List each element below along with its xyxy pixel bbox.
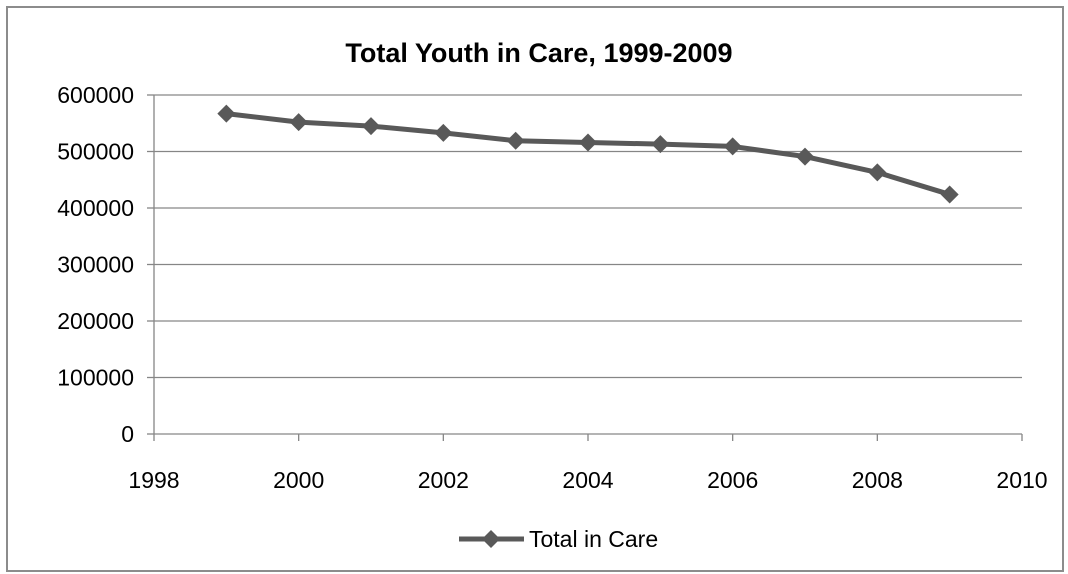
y-tick-label: 100000	[57, 365, 134, 391]
y-tick-label: 0	[121, 421, 134, 447]
data-point-marker	[868, 163, 887, 182]
chart-title: Total Youth in Care, 1999-2009	[345, 38, 732, 68]
data-point-marker	[217, 104, 236, 123]
data-point-marker	[434, 123, 453, 142]
axes	[147, 94, 1023, 441]
series-line	[226, 111, 951, 197]
data-point-marker	[289, 113, 308, 132]
x-tick-label: 2002	[418, 467, 469, 493]
chart-frame	[6, 6, 1064, 572]
x-tick-labels: 1998 2000 2002 2004 2006 2008 2010	[128, 467, 1047, 493]
legend: Total in Care	[459, 526, 658, 552]
data-point-marker	[362, 117, 380, 136]
x-tick-label: 1998	[128, 467, 179, 493]
y-tick-label: 400000	[57, 195, 134, 221]
data-point-marker	[651, 135, 670, 154]
legend-label: Total in Care	[529, 526, 658, 552]
series-total-in-care	[217, 104, 959, 204]
y-tick-label: 600000	[57, 82, 134, 108]
y-tick-label: 300000	[57, 252, 134, 278]
data-point-marker	[579, 133, 597, 152]
x-tick-label: 2008	[852, 467, 903, 493]
gridlines	[154, 94, 1022, 379]
data-point-marker	[796, 147, 814, 166]
x-tick-label: 2000	[273, 467, 324, 493]
x-tick-label: 2006	[707, 467, 758, 493]
y-tick-label: 500000	[57, 139, 134, 165]
y-tick-labels: 0 100000 200000 300000 400000 500000 600000	[57, 82, 134, 447]
legend-diamond-marker	[482, 530, 500, 548]
data-point-marker	[940, 185, 959, 204]
data-point-marker	[506, 131, 525, 150]
y-tick-label: 200000	[57, 308, 134, 334]
data-point-marker	[723, 137, 742, 156]
x-tick-label: 2004	[562, 467, 613, 493]
x-tick-label: 2010	[996, 467, 1047, 493]
